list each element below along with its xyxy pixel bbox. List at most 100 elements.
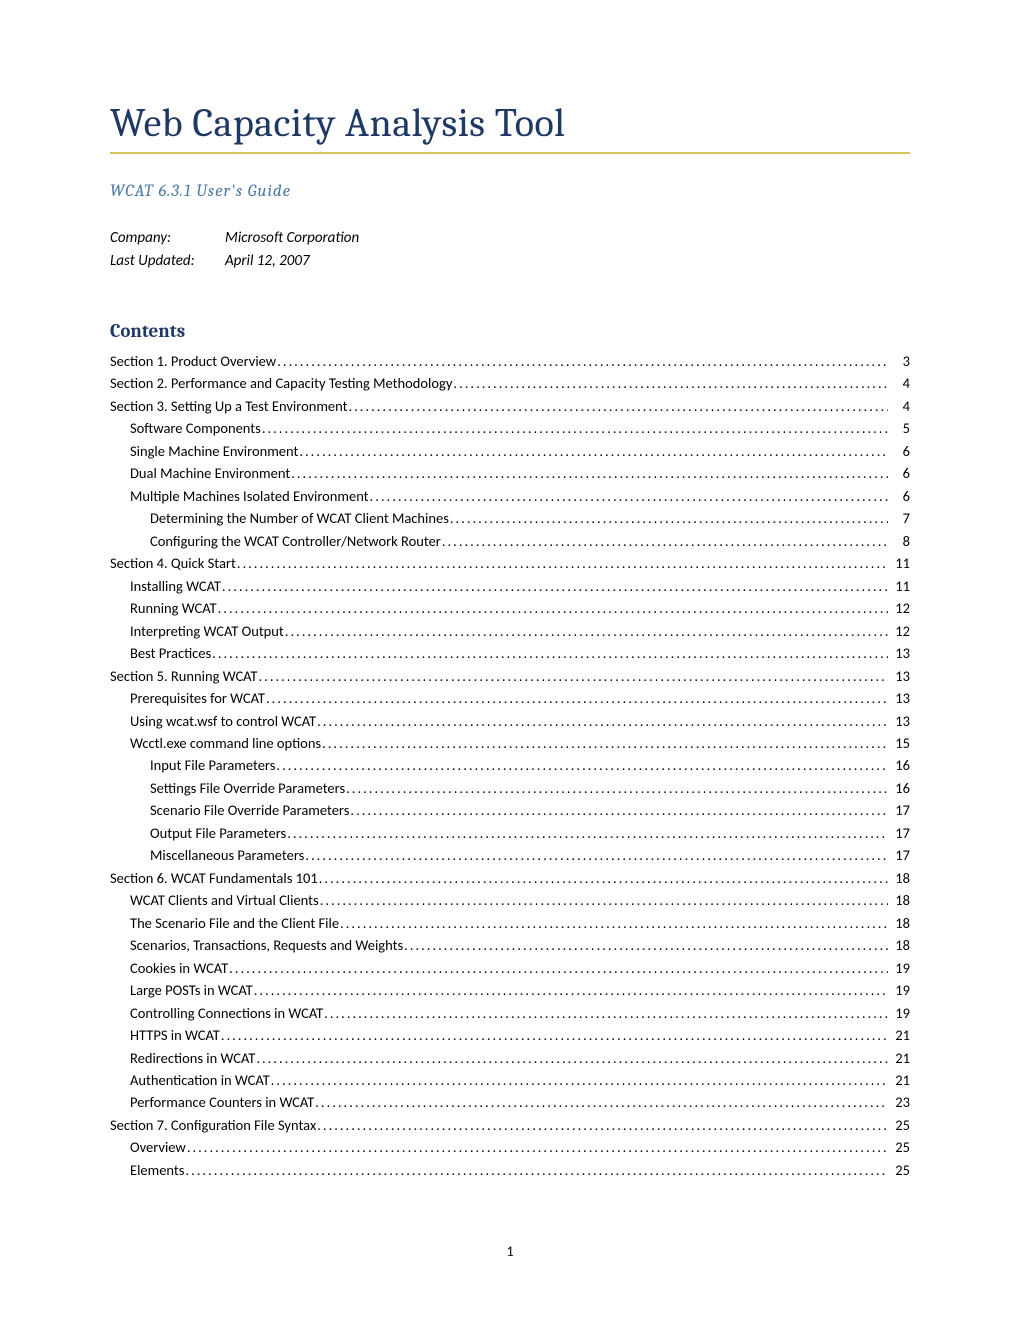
toc-entry[interactable]: Output File Parameters17 [110,822,910,844]
toc-dots [217,597,888,619]
toc-entry[interactable]: Section 7. Configuration File Syntax25 [110,1114,910,1136]
toc-entry[interactable]: Section 6. WCAT Fundamentals 10118 [110,867,910,889]
toc-entry[interactable]: Software Components5 [110,417,910,439]
toc-entry[interactable]: Miscellaneous Parameters17 [110,844,910,866]
toc-entry[interactable]: Authentication in WCAT21 [110,1069,910,1091]
toc-entry-label: Prerequisites for WCAT [130,687,265,709]
toc-entry[interactable]: Performance Counters in WCAT23 [110,1091,910,1113]
toc-entry-label: Software Components [130,417,261,439]
toc-entry[interactable]: Elements25 [110,1159,910,1181]
toc-entry-label: Section 2. Performance and Capacity Test… [110,372,452,394]
toc-entry-label: Installing WCAT [130,575,221,597]
toc-entry-page: 3 [888,350,910,372]
toc-dots [349,799,888,821]
toc-entry-page: 11 [888,552,910,574]
toc-entry[interactable]: Controlling Connections in WCAT19 [110,1002,910,1024]
toc-entry-page: 12 [888,620,910,642]
toc-entry-page: 18 [888,889,910,911]
toc-entry-page: 21 [888,1047,910,1069]
toc-entry-label: Single Machine Environment [130,440,298,462]
toc-entry[interactable]: Dual Machine Environment 6 [110,462,910,484]
toc-entry-page: 17 [888,844,910,866]
toc-entry-page: 7 [888,507,910,529]
toc-dots [211,642,888,664]
toc-dots [304,844,888,866]
toc-entry[interactable]: Section 4. Quick Start11 [110,552,910,574]
toc-entry[interactable]: Best Practices13 [110,642,910,664]
toc-entry[interactable]: Multiple Machines Isolated Environment6 [110,485,910,507]
toc-entry[interactable]: Scenario File Override Parameters17 [110,799,910,821]
toc-entry-label: Authentication in WCAT [130,1069,270,1091]
toc-entry-page: 13 [888,710,910,732]
toc-dots [323,1002,888,1024]
toc-entry-page: 12 [888,597,910,619]
toc-entry[interactable]: Running WCAT 12 [110,597,910,619]
meta-updated-row: Last Updated: April 12, 2007 [110,250,910,273]
toc-entry[interactable]: Section 3. Setting Up a Test Environment… [110,395,910,417]
toc-entry[interactable]: Scenarios, Transactions, Requests and We… [110,934,910,956]
toc-dots [321,732,888,754]
toc-entry-label: Large POSTs in WCAT [130,979,253,1001]
toc-entry[interactable]: Cookies in WCAT19 [110,957,910,979]
toc-entry-label: Best Practices [130,642,211,664]
toc-dots [284,620,888,642]
toc-entry-page: 17 [888,799,910,821]
toc-dots [236,552,888,574]
toc-entry-label: Settings File Override Parameters [150,777,345,799]
toc-dots [275,754,888,776]
toc-entry-page: 8 [888,530,910,552]
toc-entry[interactable]: Input File Parameters16 [110,754,910,776]
toc-entry[interactable]: Large POSTs in WCAT19 [110,979,910,1001]
toc-entry[interactable]: Section 2. Performance and Capacity Test… [110,372,910,394]
toc-entry-label: Running WCAT [130,597,217,619]
toc-dots [449,507,888,529]
toc-entry[interactable]: Using wcat.wsf to control WCAT 13 [110,710,910,732]
toc-entry[interactable]: Wcctl.exe command line options15 [110,732,910,754]
toc-entry[interactable]: Overview25 [110,1136,910,1158]
toc-entry-page: 19 [888,957,910,979]
toc-entry[interactable]: HTTPS in WCAT 21 [110,1024,910,1046]
toc-entry[interactable]: Prerequisites for WCAT13 [110,687,910,709]
toc-dots [316,710,888,732]
toc-entry-label: Redirections in WCAT [130,1047,255,1069]
toc-entry-label: Overview [130,1136,186,1158]
toc-dots [184,1159,888,1181]
toc-entry-label: Performance Counters in WCAT [130,1091,314,1113]
toc-entry-label: Section 3. Setting Up a Test Environment [110,395,347,417]
toc-entry-page: 21 [888,1024,910,1046]
toc-entry[interactable]: Redirections in WCAT 21 [110,1047,910,1069]
toc-entry-label: Configuring the WCAT Controller/Network … [150,530,441,552]
toc-entry[interactable]: Interpreting WCAT Output 12 [110,620,910,642]
toc-entry-label: Wcctl.exe command line options [130,732,321,754]
toc-entry[interactable]: The Scenario File and the Client File18 [110,912,910,934]
toc-entry[interactable]: WCAT Clients and Virtual Clients18 [110,889,910,911]
toc-dots [228,957,888,979]
toc-entry[interactable]: Single Machine Environment6 [110,440,910,462]
toc-dots [265,687,888,709]
toc-entry-label: Dual Machine Environment [130,462,290,484]
toc-entry[interactable]: Settings File Override Parameters16 [110,777,910,799]
toc-dots [345,777,888,799]
toc-entry-label: Using wcat.wsf to control WCAT [130,710,316,732]
toc-entry[interactable]: Configuring the WCAT Controller/Network … [110,530,910,552]
toc-entry-label: Output File Parameters [150,822,286,844]
toc-entry[interactable]: Determining the Number of WCAT Client Ma… [110,507,910,529]
toc-entry-page: 6 [888,462,910,484]
toc-entry-label: HTTPS in WCAT [130,1024,220,1046]
toc-dots [441,530,888,552]
toc-entry-page: 4 [888,372,910,394]
toc-entry-page: 19 [888,1002,910,1024]
toc-entry-label: Interpreting WCAT Output [130,620,284,642]
toc-dots [319,889,888,911]
toc-entry[interactable]: Installing WCAT11 [110,575,910,597]
toc-entry[interactable]: Section 5. Running WCAT13 [110,665,910,687]
document-subtitle: WCAT 6.3.1 User's Guide [110,182,910,201]
page-number: 1 [0,1243,1020,1260]
toc-dots [221,575,888,597]
toc-entry-page: 25 [888,1159,910,1181]
document-title: Web Capacity Analysis Tool [110,100,910,154]
toc-entry[interactable]: Section 1. Product Overview3 [110,350,910,372]
toc-entry-label: Section 5. Running WCAT [110,665,258,687]
toc-entry-page: 18 [888,867,910,889]
toc-entry-label: Section 7. Configuration File Syntax [110,1114,316,1136]
